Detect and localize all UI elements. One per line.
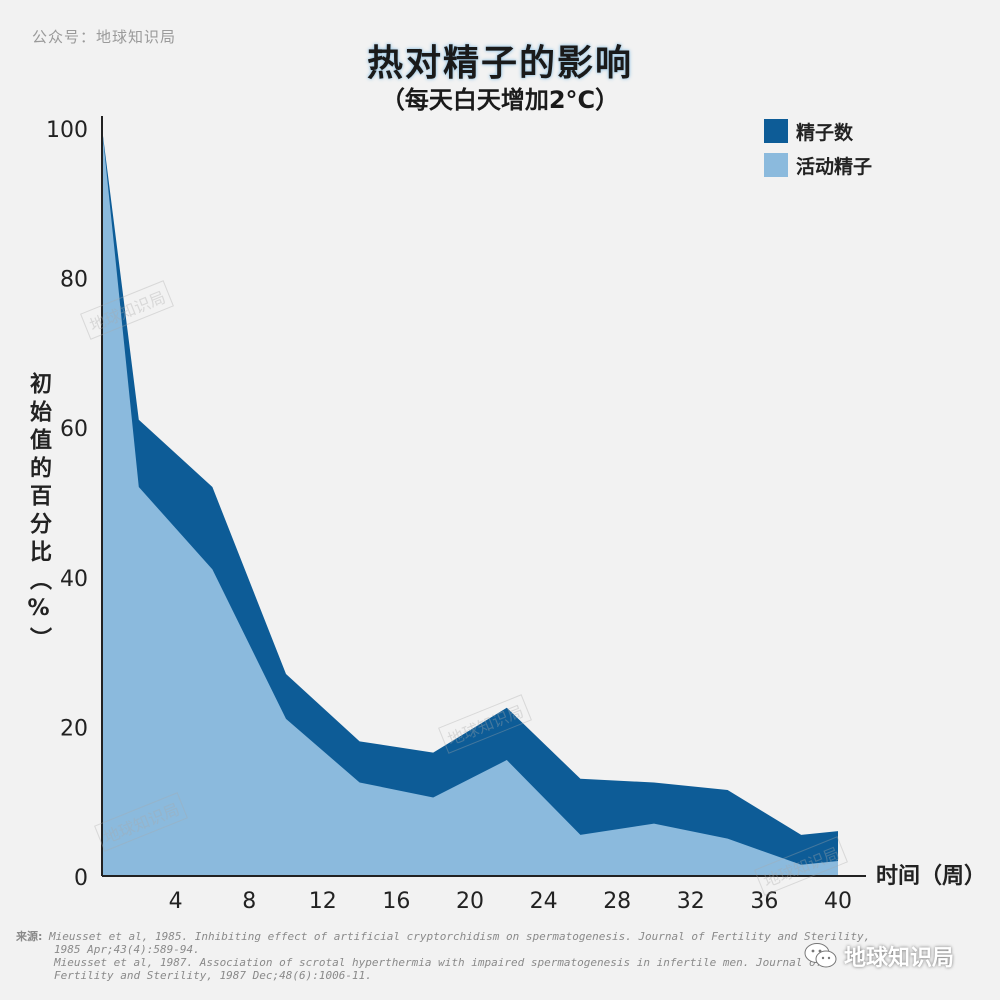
y-tick-label: 0 (74, 866, 88, 891)
y-tick-label: 60 (60, 417, 88, 442)
x-axis-label: 时间（周） (876, 864, 987, 889)
x-tick-label: 40 (824, 889, 852, 914)
x-tick-label: 4 (169, 889, 183, 914)
series-area-0 (102, 128, 838, 876)
x-tick-label: 32 (677, 889, 705, 914)
account-name: 地球知识局 (844, 946, 955, 971)
reference-line: Fertility and Sterility, 1987 Dec;48(6):… (54, 969, 372, 982)
legend-label-motile-sperm: 活动精子 (796, 155, 873, 178)
x-tick-label: 36 (750, 889, 778, 914)
reference-line: Mieusset et al, 1985. Inhibiting effect … (49, 930, 871, 943)
y-tick-label: 100 (46, 118, 88, 143)
x-tick-label: 16 (382, 889, 410, 914)
chart-subtitle: （每天白天增加2°C） (380, 86, 620, 114)
wechat-icon (804, 943, 837, 968)
legend: 精子数 活动精子 (764, 116, 872, 184)
x-tick-label: 28 (603, 889, 631, 914)
reference-line: Mieusset et al, 1987. Association of scr… (54, 956, 823, 969)
references-label: 来源: (16, 930, 43, 943)
references: 来源: Mieusset et al, 1985. Inhibiting eff… (16, 930, 996, 982)
legend-item-motile-sperm: 活动精子 (764, 150, 872, 180)
x-tick-label: 8 (242, 889, 256, 914)
source-tag: 公众号：地球知识局 (32, 28, 177, 46)
x-tick-label: 24 (530, 889, 558, 914)
y-tick-label: 40 (60, 567, 88, 592)
chart-title: 热对精子的影响 (366, 43, 633, 84)
x-tick-label: 20 (456, 889, 484, 914)
y-axis-label: 初始值的百分比（%） (26, 372, 51, 655)
y-tick-label: 20 (60, 716, 88, 741)
account-badge: 地球知识局 (804, 940, 954, 972)
legend-item-sperm-count: 精子数 (764, 116, 872, 146)
series-area-1 (102, 128, 838, 876)
reference-line: 1985 Apr;43(4):589-94. (54, 943, 200, 956)
y-tick-label: 80 (60, 268, 88, 293)
legend-label-sperm-count: 精子数 (796, 121, 854, 144)
x-tick-label: 12 (309, 889, 337, 914)
legend-swatch-motile-sperm (764, 153, 788, 177)
legend-swatch-sperm-count (764, 119, 788, 143)
